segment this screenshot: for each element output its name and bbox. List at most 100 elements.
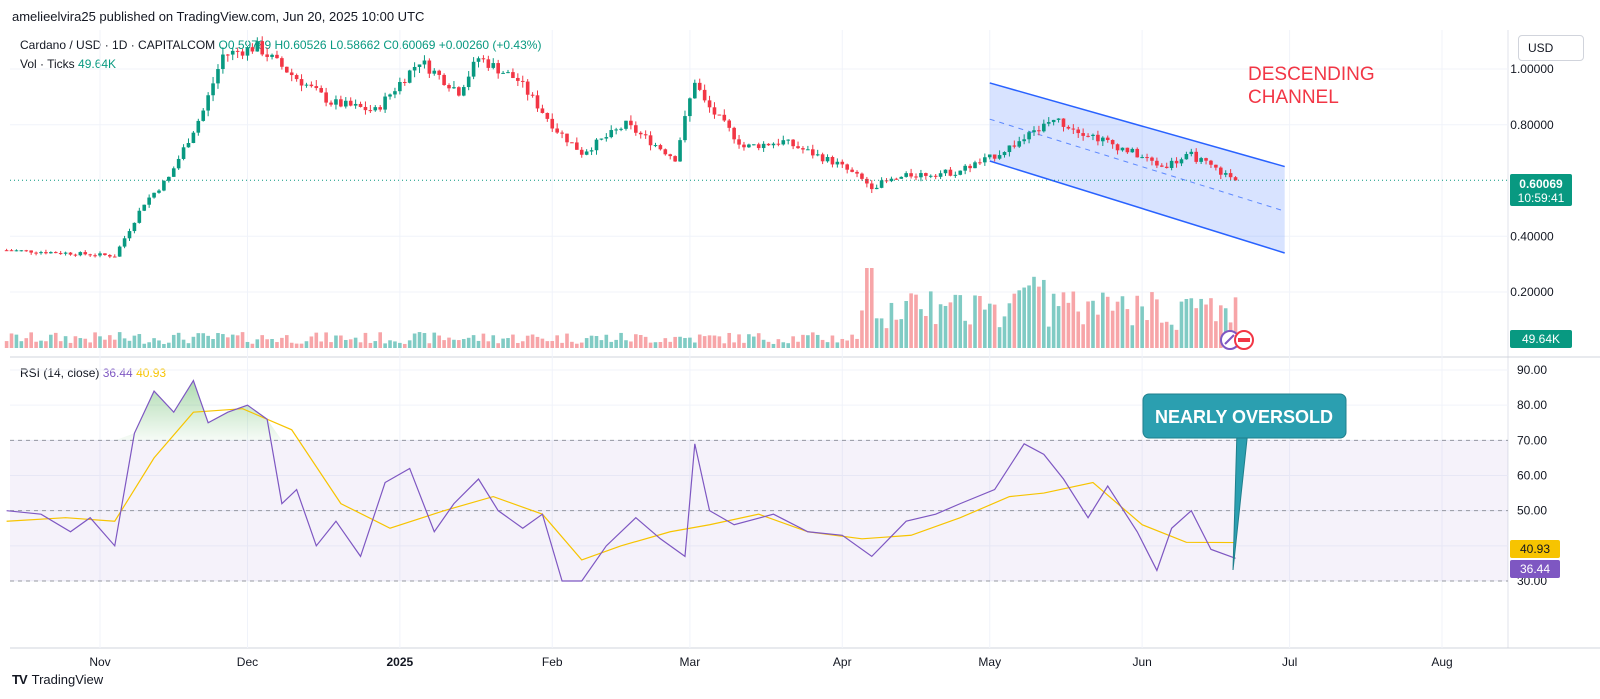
candle-body <box>1214 164 1218 168</box>
candle-body <box>73 254 78 256</box>
candle-body <box>1096 134 1100 142</box>
volume-bar <box>747 334 751 348</box>
rsi-tick-label-2: 70.00 <box>1517 433 1547 447</box>
volume-bar <box>560 342 564 348</box>
volume-bar <box>1096 314 1100 348</box>
candle-body <box>294 75 299 80</box>
volume-bar <box>122 338 127 348</box>
volume-bar <box>884 328 889 348</box>
volume-bar <box>339 335 343 348</box>
candle-body <box>530 94 535 96</box>
candle-body <box>1002 152 1007 156</box>
volume-bar <box>275 342 279 348</box>
candle-body <box>1056 118 1061 120</box>
volume-bar <box>865 268 869 348</box>
descending-channel-label-line1[interactable]: DESCENDING <box>1248 64 1375 85</box>
candle-body <box>206 95 210 111</box>
volume-bar <box>1091 300 1095 348</box>
volume-bar <box>226 337 230 348</box>
volume-label[interactable]: Vol · Ticks <box>20 57 75 71</box>
candle-body <box>673 156 677 162</box>
candle-body <box>884 180 889 182</box>
volume-bar <box>319 341 324 348</box>
volume-bar <box>511 334 515 348</box>
volume-bar <box>1017 290 1022 348</box>
volume-bar <box>329 342 333 348</box>
volume-bar <box>83 338 88 348</box>
candle-body <box>791 139 795 147</box>
candle-body <box>1184 154 1189 160</box>
volume-bar <box>1140 306 1144 348</box>
event-icons[interactable] <box>1220 330 1254 350</box>
volume-bar <box>265 339 269 348</box>
candle-body <box>1145 157 1149 159</box>
candle-body <box>78 252 83 256</box>
footer-brand[interactable]: TV TradingView <box>12 672 103 687</box>
ohlc-values: O0.59789 H0.60526 L0.58662 C0.60069 +0.0… <box>218 38 542 52</box>
candle-body <box>88 254 92 256</box>
candle-body <box>776 143 781 145</box>
volume-bar <box>555 335 559 348</box>
volume-bar <box>737 334 741 348</box>
time-axis[interactable]: Nov Dec 2025 Feb Mar Apr May Jun Jul Aug <box>89 655 1452 669</box>
candle-body <box>1071 128 1076 130</box>
volume-bar <box>516 342 520 348</box>
channel-lower-line[interactable] <box>989 160 1285 254</box>
callout-box <box>1142 393 1347 439</box>
volume-bar <box>422 333 427 348</box>
candle-body <box>304 84 309 86</box>
descending-channel-label-line2[interactable]: CHANNEL <box>1248 87 1339 108</box>
volume-bar <box>624 340 628 348</box>
volume-bar <box>457 340 461 348</box>
volume-bar <box>1056 306 1061 348</box>
currency-selector[interactable]: USD <box>1518 35 1584 61</box>
descending-channel[interactable] <box>989 82 1285 254</box>
volume-bar <box>953 294 958 348</box>
volume-value: 49.64K <box>78 57 117 71</box>
candle-body <box>1125 147 1130 153</box>
candle-body <box>378 107 382 110</box>
candle-body <box>388 94 392 97</box>
volume-bar <box>388 340 392 348</box>
candle-body <box>260 41 265 55</box>
volume-bar <box>98 336 102 348</box>
volume-bar <box>1012 293 1017 348</box>
volume-bar <box>9 333 14 348</box>
candle-body <box>1081 133 1085 136</box>
volume-bar <box>398 342 402 348</box>
volume-bar <box>919 309 923 348</box>
nearly-oversold-callout[interactable]: NEARLY OVERSOLD <box>1142 393 1347 571</box>
price-axis[interactable]: 1.00000 0.80000 0.40000 0.20000 <box>1510 62 1554 299</box>
candle-body <box>147 197 151 205</box>
candle-body <box>309 84 314 87</box>
volume-bar <box>683 337 687 348</box>
volume-bar <box>157 340 161 348</box>
candle-body <box>997 155 1002 159</box>
candle-body <box>678 140 682 162</box>
candle-body <box>840 161 845 165</box>
candle-body <box>653 145 658 147</box>
candle-body <box>1037 130 1041 132</box>
volume-bar <box>93 332 97 348</box>
candle-body <box>284 66 289 73</box>
candle-body <box>176 158 181 169</box>
volume-bar <box>820 339 825 348</box>
candle-body <box>806 149 810 151</box>
volume-bar <box>806 335 810 348</box>
symbol-title[interactable]: Cardano / USD · 1D · CAPITALCOM <box>20 38 216 52</box>
volume-bar <box>486 341 491 348</box>
volume-bar <box>353 337 358 348</box>
candle-body <box>49 252 53 254</box>
volume-bar <box>363 332 368 348</box>
volume-bar <box>1071 291 1076 348</box>
volume-bar <box>968 324 972 348</box>
volume-bar <box>894 319 899 348</box>
channel-upper-line[interactable] <box>989 82 1285 168</box>
volume-bar <box>412 333 417 348</box>
candle-body <box>796 146 800 149</box>
tradingview-logo-icon: TV <box>12 672 28 687</box>
candle-body <box>1169 160 1174 168</box>
time-tick-label-3: Feb <box>542 655 563 669</box>
